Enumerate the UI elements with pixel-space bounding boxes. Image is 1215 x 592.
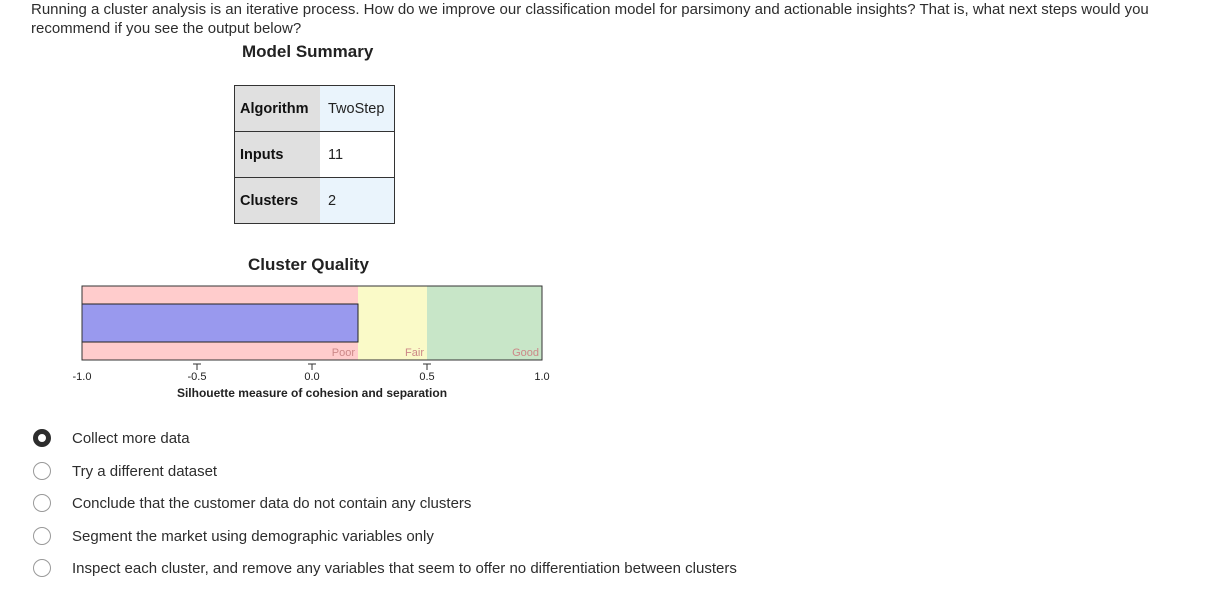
radio-button[interactable] bbox=[33, 462, 51, 480]
band-fair bbox=[358, 286, 427, 360]
table-row: Inputs 11 bbox=[234, 131, 395, 178]
tick-label: 0.5 bbox=[419, 371, 434, 383]
radio-button[interactable] bbox=[33, 559, 51, 577]
tick-label: 1.0 bbox=[534, 371, 549, 383]
silhouette-bar bbox=[81, 303, 359, 343]
option-try-different-dataset[interactable]: Try a different dataset bbox=[31, 460, 931, 484]
option-collect-more-data[interactable]: Collect more data bbox=[31, 427, 931, 451]
model-summary-table: Algorithm TwoStep Inputs 11 Clusters 2 bbox=[234, 85, 395, 224]
band-label-poor: Poor bbox=[332, 347, 356, 359]
tick-label: -1.0 bbox=[73, 371, 92, 383]
radio-button[interactable] bbox=[33, 527, 51, 545]
option-label: Collect more data bbox=[72, 430, 190, 447]
band-label-fair: Fair bbox=[405, 347, 424, 359]
table-row: Clusters 2 bbox=[234, 177, 395, 224]
cluster-quality-chart: Poor Fair Good -1.0 -0.5 0.0 0.5 1.0 Silhouette … bbox=[73, 285, 550, 400]
option-inspect-each-cluster[interactable]: Inspect each cluster, and remove any var… bbox=[31, 557, 931, 581]
option-conclude-no-clusters[interactable]: Conclude that the customer data do not c… bbox=[31, 492, 931, 516]
algorithm-value: TwoStep bbox=[320, 85, 395, 132]
clusters-value: 2 bbox=[320, 177, 395, 224]
tick-label: 0.0 bbox=[304, 371, 319, 383]
band-good bbox=[427, 286, 542, 360]
tick-label: -0.5 bbox=[188, 371, 207, 383]
table-row: Algorithm TwoStep bbox=[234, 85, 395, 132]
option-segment-demographic[interactable]: Segment the market using demographic var… bbox=[31, 525, 931, 549]
algorithm-label: Algorithm bbox=[234, 85, 320, 132]
inputs-value: 11 bbox=[320, 131, 395, 178]
radio-button[interactable] bbox=[33, 494, 51, 512]
option-label: Segment the market using demographic var… bbox=[72, 528, 434, 545]
radio-button[interactable] bbox=[33, 429, 51, 447]
option-label: Try a different dataset bbox=[72, 463, 218, 480]
clusters-label: Clusters bbox=[234, 177, 320, 224]
option-label: Inspect each cluster, and remove any var… bbox=[72, 560, 737, 577]
option-label: Conclude that the customer data do not c… bbox=[72, 495, 472, 512]
question-text: Running a cluster analysis is an iterati… bbox=[31, 1, 1149, 37]
x-axis-label: Silhouette measure of cohesion and separ… bbox=[177, 386, 447, 400]
chart-frame bbox=[81, 285, 543, 361]
band-label-good: Good bbox=[512, 347, 539, 359]
inputs-label: Inputs bbox=[234, 131, 320, 178]
cluster-quality-title: Cluster Quality bbox=[248, 255, 369, 274]
model-summary-title: Model Summary bbox=[242, 42, 374, 61]
